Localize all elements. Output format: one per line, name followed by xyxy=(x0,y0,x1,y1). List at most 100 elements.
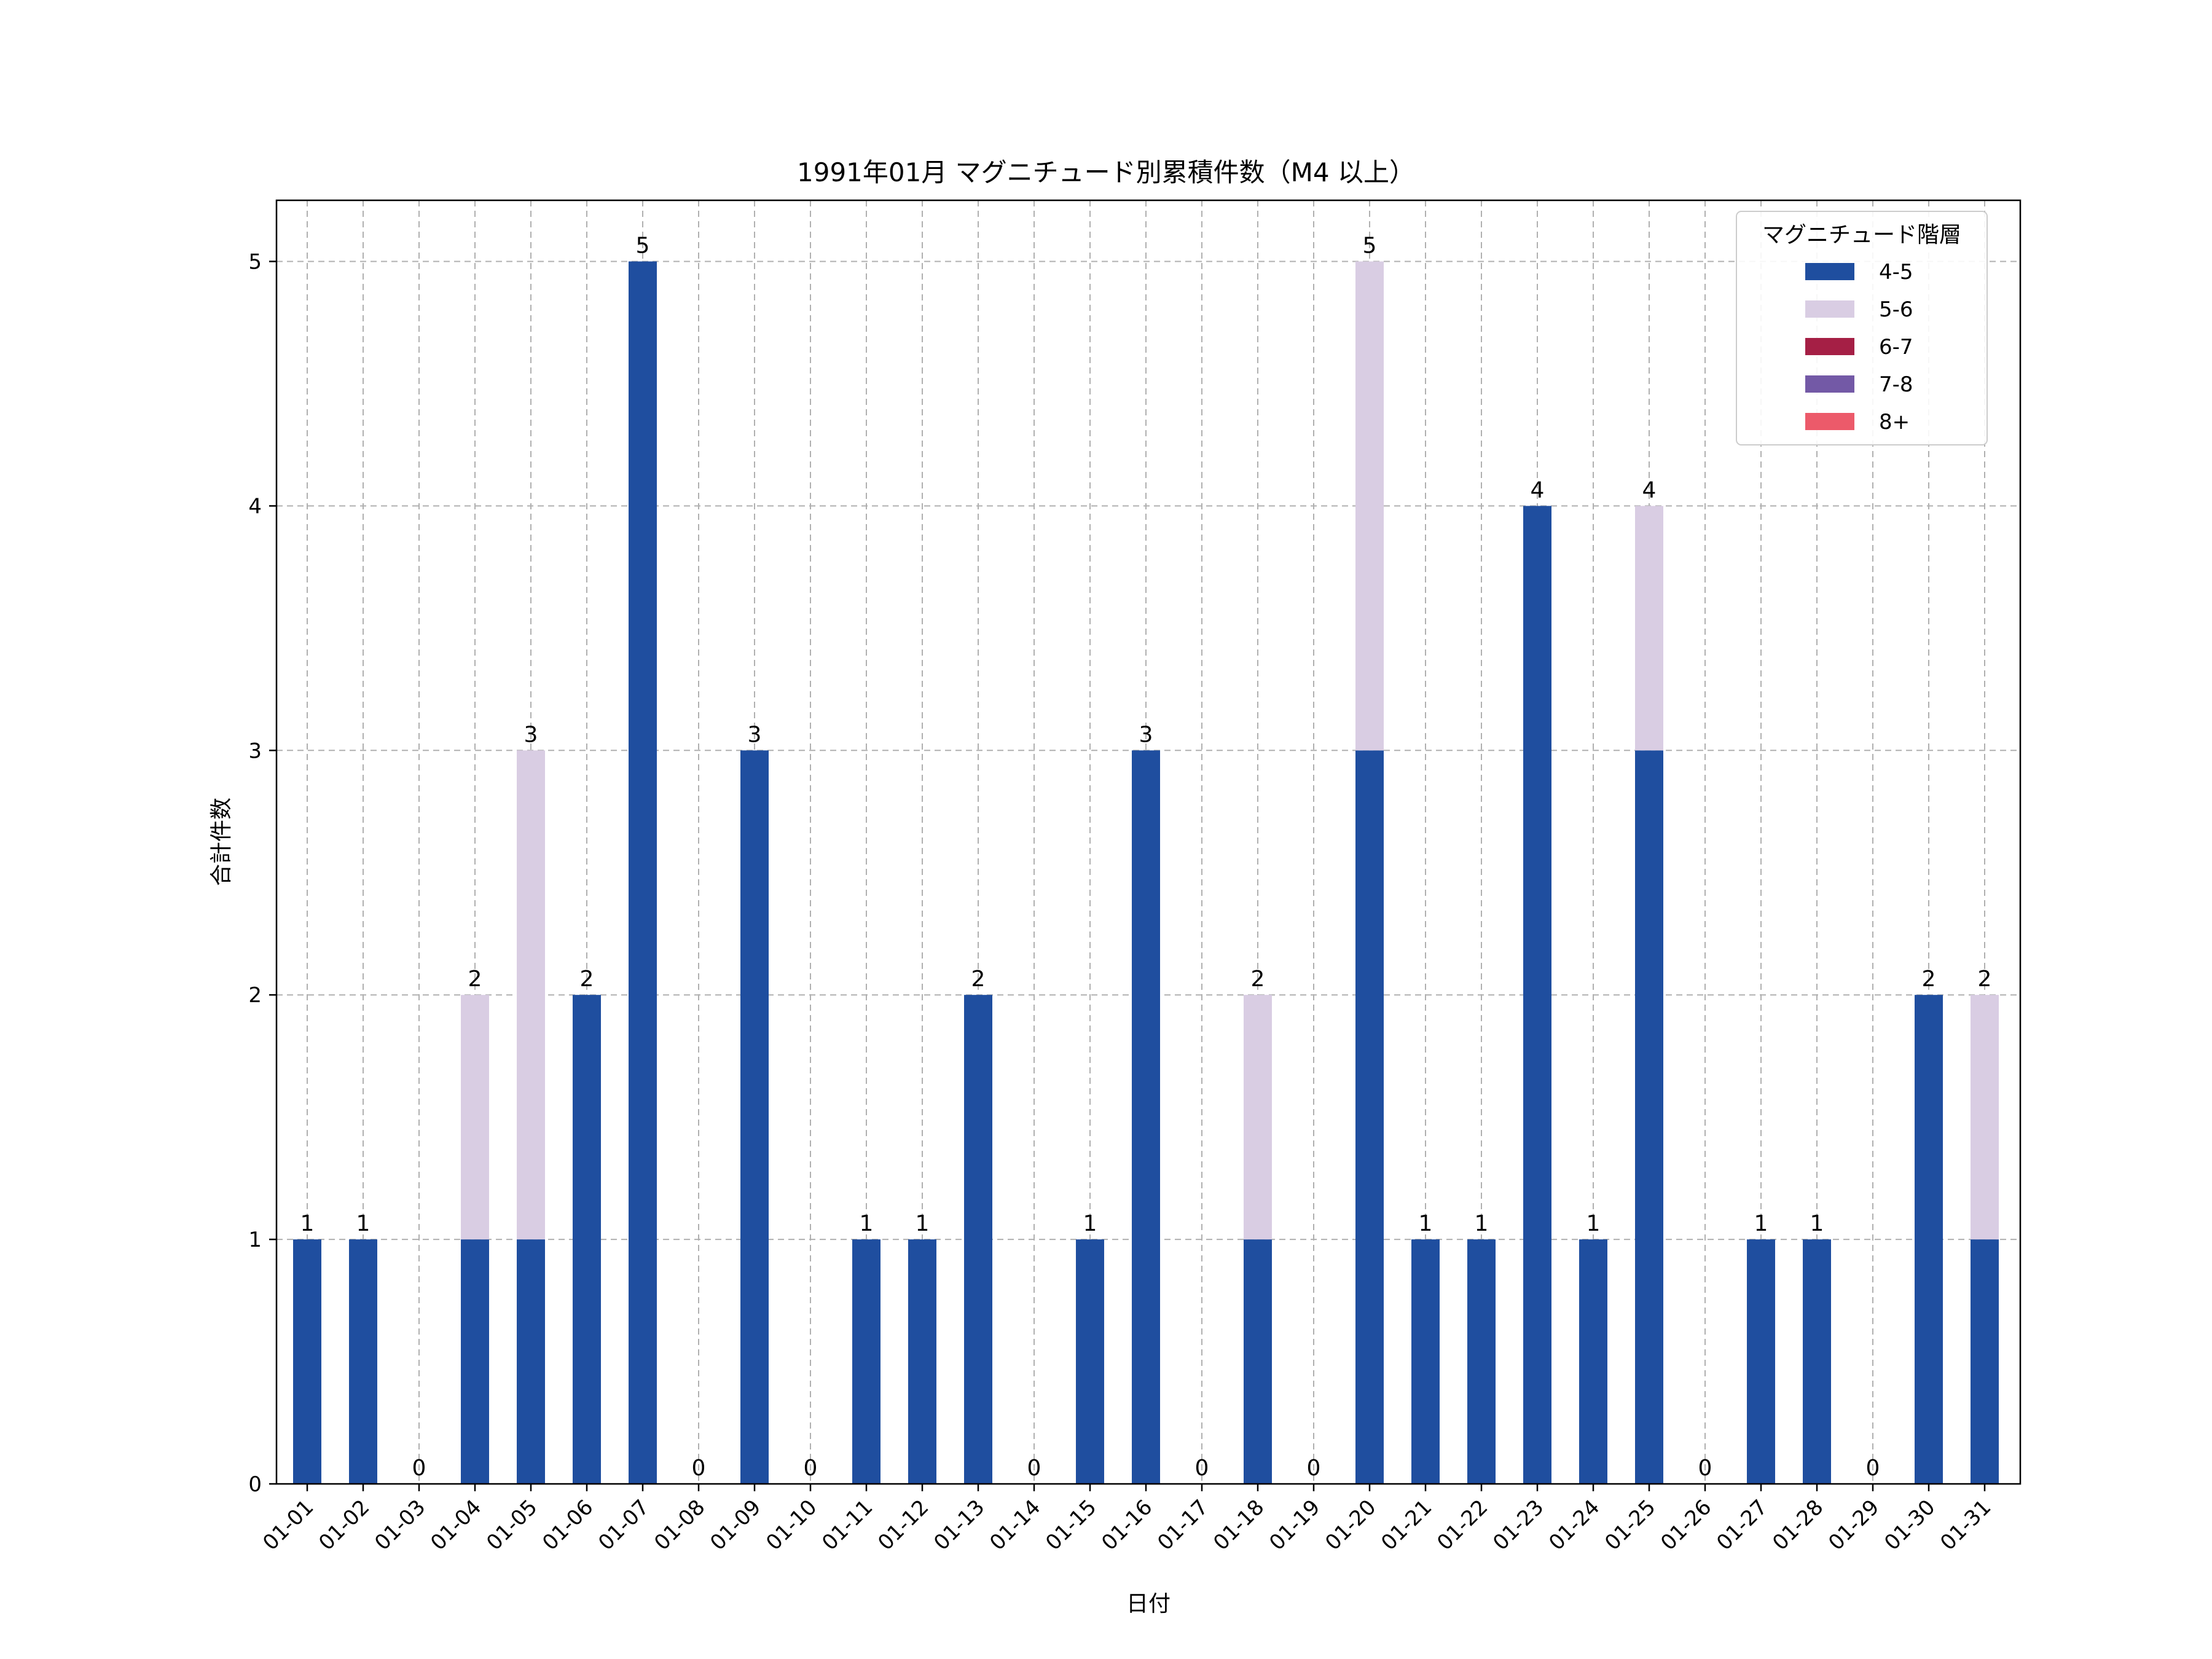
legend-title: マグニチュード階層 xyxy=(1762,222,1961,248)
x-tick-label: 01-14 xyxy=(985,1495,1045,1555)
legend-label: 5-6 xyxy=(1879,297,1913,322)
bar-total-label: 5 xyxy=(636,233,650,258)
y-axis-label: 合計件数 xyxy=(209,798,234,886)
x-tick-label: 01-10 xyxy=(761,1495,822,1555)
bar-total-label: 0 xyxy=(692,1456,706,1481)
x-axis: 01-0101-0201-0301-0401-0501-0601-0701-08… xyxy=(258,1484,1996,1555)
bar-total-label: 2 xyxy=(1978,967,1992,992)
x-tick-label: 01-27 xyxy=(1712,1495,1772,1555)
bar-segment-5-6 xyxy=(517,750,545,1240)
x-tick-label: 01-26 xyxy=(1656,1495,1716,1555)
bar-total-label: 1 xyxy=(1419,1211,1433,1236)
bar-total-label: 4 xyxy=(1531,477,1545,503)
bar-total-label: 0 xyxy=(412,1456,426,1481)
bar-segment-4-5 xyxy=(629,261,657,1484)
bar-segment-4-5 xyxy=(293,1239,321,1484)
x-tick-label: 01-23 xyxy=(1488,1495,1548,1555)
legend-swatch xyxy=(1805,375,1854,393)
bar-total-label: 0 xyxy=(804,1456,818,1481)
bar-total-label: 1 xyxy=(916,1211,930,1236)
bar-total-label: 3 xyxy=(748,722,762,747)
bar-total-label: 2 xyxy=(1251,967,1265,992)
y-tick-label: 0 xyxy=(248,1472,262,1497)
x-tick-label: 01-25 xyxy=(1600,1495,1660,1555)
bar-total-label: 2 xyxy=(580,967,594,992)
bar-segment-5-6 xyxy=(461,995,489,1240)
x-tick-label: 01-06 xyxy=(538,1495,598,1555)
x-tick-label: 01-28 xyxy=(1768,1495,1828,1555)
bar-total-label: 0 xyxy=(1027,1456,1041,1481)
legend-box xyxy=(1736,211,1988,445)
y-tick-label: 2 xyxy=(248,983,262,1008)
bar-segment-4-5 xyxy=(852,1239,880,1484)
x-tick-label: 01-04 xyxy=(426,1495,486,1555)
bar-total-label: 2 xyxy=(468,967,482,992)
bar-total-label: 1 xyxy=(1754,1211,1768,1236)
legend-label: 6-7 xyxy=(1879,335,1913,359)
bar-segment-4-5 xyxy=(1132,750,1160,1484)
legend-swatch xyxy=(1805,300,1854,318)
bar-total-label: 0 xyxy=(1307,1456,1321,1481)
bar-total-label: 3 xyxy=(1139,722,1153,747)
bar-segment-4-5 xyxy=(1244,1239,1272,1484)
bar-segment-4-5 xyxy=(1747,1239,1775,1484)
bar-segment-4-5 xyxy=(1355,750,1384,1484)
x-tick-label: 01-17 xyxy=(1153,1495,1213,1555)
legend-swatch xyxy=(1805,263,1854,280)
bar-segment-4-5 xyxy=(1803,1239,1831,1484)
bar-total-label: 4 xyxy=(1642,477,1657,503)
y-tick-label: 3 xyxy=(248,739,262,763)
bar-segment-4-5 xyxy=(573,995,601,1484)
bar-segment-4-5 xyxy=(1971,1239,1999,1484)
bar-total-label: 1 xyxy=(300,1211,315,1236)
legend-swatch xyxy=(1805,338,1854,355)
y-tick-label: 4 xyxy=(248,494,262,519)
y-tick-label: 5 xyxy=(248,249,262,274)
x-axis-label: 日付 xyxy=(1126,1591,1171,1617)
x-tick-label: 01-18 xyxy=(1209,1495,1269,1555)
bar-segment-5-6 xyxy=(1971,995,1999,1240)
bar-segment-4-5 xyxy=(1915,995,1943,1484)
bar-total-label: 1 xyxy=(1475,1211,1489,1236)
legend-label: 7-8 xyxy=(1879,372,1913,397)
legend-label: 8+ xyxy=(1879,410,1910,434)
x-tick-label: 01-08 xyxy=(649,1495,710,1555)
bar-segment-4-5 xyxy=(1579,1239,1607,1484)
bar-segment-4-5 xyxy=(349,1239,377,1484)
legend-label: 4-5 xyxy=(1879,260,1913,284)
bar-total-label: 2 xyxy=(971,967,986,992)
bar-labels-layer: 1 1 0 2 3 2 5 0 3 0 1 1 2 0 1 3 0 2 0 5 1 1 4 1 4 0 1 1 0 2 2 xyxy=(300,233,1992,1481)
x-tick-label: 01-16 xyxy=(1097,1495,1157,1555)
x-tick-label: 01-21 xyxy=(1376,1495,1437,1555)
bar-segment-4-5 xyxy=(1467,1239,1496,1484)
bars-layer xyxy=(293,261,1999,1484)
bar-total-label: 1 xyxy=(860,1211,874,1236)
bar-total-label: 5 xyxy=(1363,233,1377,258)
x-tick-label: 01-12 xyxy=(873,1495,933,1555)
bar-total-label: 1 xyxy=(1083,1211,1097,1236)
bar-segment-4-5 xyxy=(1411,1239,1440,1484)
bar-total-label: 1 xyxy=(356,1211,371,1236)
bar-segment-4-5 xyxy=(1076,1239,1104,1484)
bar-total-label: 1 xyxy=(1586,1211,1601,1236)
x-tick-label: 01-03 xyxy=(370,1495,430,1555)
x-tick-label: 01-09 xyxy=(705,1495,766,1555)
bar-segment-5-6 xyxy=(1355,261,1384,751)
bar-segment-4-5 xyxy=(740,750,769,1484)
x-tick-label: 01-30 xyxy=(1880,1495,1940,1555)
bar-segment-4-5 xyxy=(1523,506,1551,1484)
bar-segment-4-5 xyxy=(1635,750,1663,1484)
bar-segment-4-5 xyxy=(517,1239,545,1484)
bar-total-label: 0 xyxy=(1195,1456,1209,1481)
bar-total-label: 3 xyxy=(524,722,538,747)
x-tick-label: 01-05 xyxy=(482,1495,542,1555)
y-tick-label: 1 xyxy=(248,1228,262,1252)
bar-segment-4-5 xyxy=(908,1239,936,1484)
legend: マグニチュード階層 4-5 5-6 6-7 7-8 8+ xyxy=(1736,211,1988,445)
bar-total-label: 0 xyxy=(1698,1456,1712,1481)
bar-total-label: 0 xyxy=(1866,1456,1880,1481)
y-axis: 0 1 2 3 4 5 xyxy=(248,249,276,1497)
bar-total-label: 1 xyxy=(1810,1211,1824,1236)
bar-segment-4-5 xyxy=(461,1239,489,1484)
